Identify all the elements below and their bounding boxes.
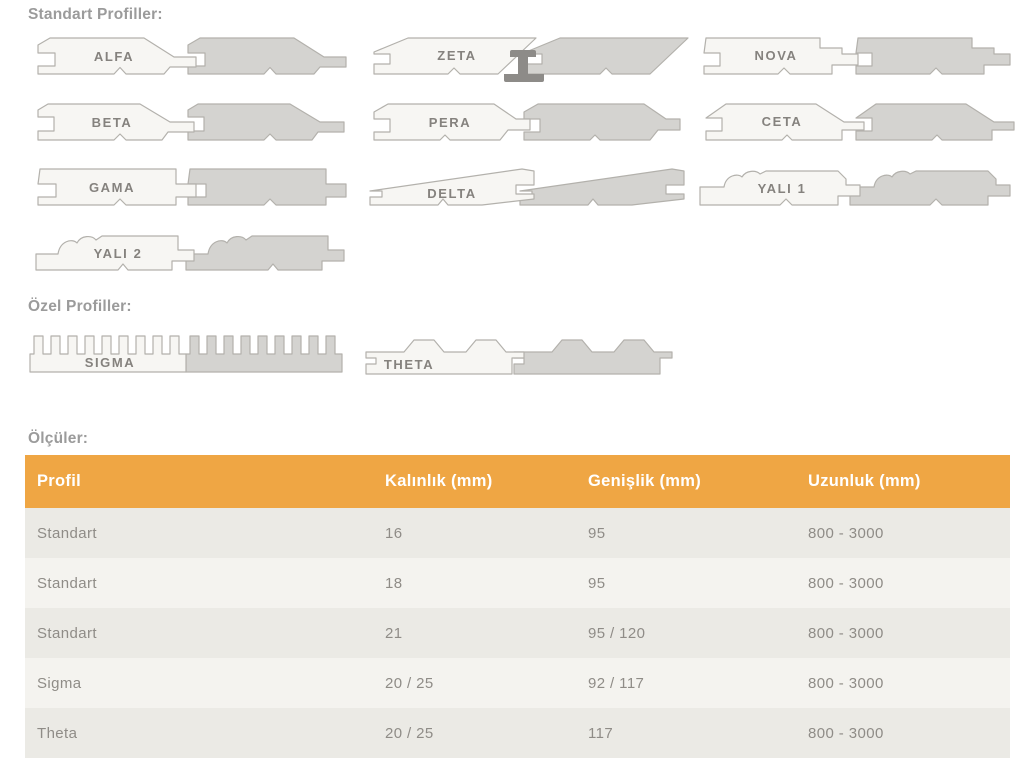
profile-delta: DELTA [362, 161, 692, 217]
profile-gama: GAMA [28, 161, 358, 217]
profile-label-ceta: CETA [762, 114, 803, 129]
header-uzunluk: Uzunluk (mm) [808, 472, 921, 490]
profile-zeta-diagram: ZETA [373, 37, 689, 82]
cell-genislik: 95 / 120 [588, 624, 646, 642]
cell-profil: Standart [37, 624, 97, 642]
cell-kalinlik: 20 / 25 [385, 674, 434, 692]
table-row: Standart 16 95 800 - 3000 [25, 508, 1010, 558]
cell-profil: Standart [37, 574, 97, 592]
cell-uzunluk: 800 - 3000 [808, 724, 884, 742]
table-row: Standart 18 95 800 - 3000 [25, 558, 1010, 608]
profile-theta: THETA [362, 328, 692, 384]
profile-ceta: CETA [696, 96, 1026, 152]
header-profil: Profil [37, 472, 81, 490]
profile-nova: NOVA [692, 30, 1022, 86]
cell-genislik: 95 [588, 574, 606, 592]
standard-profiles-title: Standart Profiller: [28, 6, 163, 23]
cell-profil: Standart [37, 524, 97, 542]
table-row: Theta 20 / 25 117 800 - 3000 [25, 708, 1010, 758]
profile-pera: PERA [362, 96, 692, 152]
profile-label-theta: THETA [384, 357, 434, 372]
cell-genislik: 95 [588, 524, 606, 542]
profile-alfa: ALFA [28, 30, 358, 86]
profile-label-beta: BETA [92, 115, 133, 130]
cell-genislik: 117 [588, 724, 614, 742]
table-row: Standart 21 95 / 120 800 - 3000 [25, 608, 1010, 658]
profile-label-gama: GAMA [89, 180, 135, 195]
cell-uzunluk: 800 - 3000 [808, 574, 884, 592]
cell-uzunluk: 800 - 3000 [808, 624, 884, 642]
profile-alfa-diagram: ALFA [37, 37, 347, 75]
cell-kalinlik: 21 [385, 624, 403, 642]
profile-zeta: ZETA [362, 30, 692, 86]
profile-nova-diagram: NOVA [703, 37, 1011, 75]
profile-label-sigma: SIGMA [85, 355, 136, 370]
profile-sigma: SIGMA [28, 320, 358, 376]
table-header-row: Profil Kalınlık (mm) Genişlik (mm) Uzunl… [25, 455, 1010, 508]
special-profiles-title: Özel Profiller: [28, 298, 132, 315]
profile-theta-diagram: THETA [365, 339, 673, 375]
sizes-table: Profil Kalınlık (mm) Genişlik (mm) Uzunl… [25, 455, 1010, 758]
cell-profil: Theta [37, 724, 78, 742]
header-genislik: Genişlik (mm) [588, 472, 702, 490]
sizes-title: Ölçüler: [28, 430, 89, 447]
profile-label-alfa: ALFA [94, 49, 134, 64]
profile-label-yali2: YALI 2 [94, 246, 143, 261]
cell-uzunluk: 800 - 3000 [808, 524, 884, 542]
profile-delta-diagram: DELTA [369, 168, 685, 206]
profile-yali1-diagram: YALI 1 [699, 170, 1011, 206]
cell-kalinlik: 20 / 25 [385, 724, 434, 742]
profile-label-pera: PERA [429, 115, 472, 130]
profile-pera-diagram: PERA [373, 103, 681, 141]
header-kalinlik: Kalınlık (mm) [385, 472, 493, 490]
profile-label-zeta: ZETA [437, 48, 476, 63]
cell-profil: Sigma [37, 674, 82, 692]
cell-kalinlik: 18 [385, 574, 403, 592]
table-row: Sigma 20 / 25 92 / 117 800 - 3000 [25, 658, 1010, 708]
profile-label-nova: NOVA [755, 48, 798, 63]
profile-beta: BETA [28, 96, 358, 152]
profile-yali2-diagram: YALI 2 [35, 235, 345, 271]
profile-sigma-diagram: SIGMA [29, 335, 343, 373]
profile-label-yali1: YALI 1 [758, 181, 807, 196]
cell-uzunluk: 800 - 3000 [808, 674, 884, 692]
profile-yali2: YALI 2 [28, 226, 358, 282]
profile-yali1: YALI 1 [692, 161, 1022, 217]
profile-label-delta: DELTA [427, 186, 476, 201]
cell-genislik: 92 / 117 [588, 674, 645, 692]
cell-kalinlik: 16 [385, 524, 403, 542]
profile-ceta-diagram: CETA [705, 103, 1015, 141]
profile-gama-diagram: GAMA [37, 168, 347, 206]
profile-beta-diagram: BETA [37, 103, 345, 141]
zeta-clip-connector [504, 50, 544, 82]
